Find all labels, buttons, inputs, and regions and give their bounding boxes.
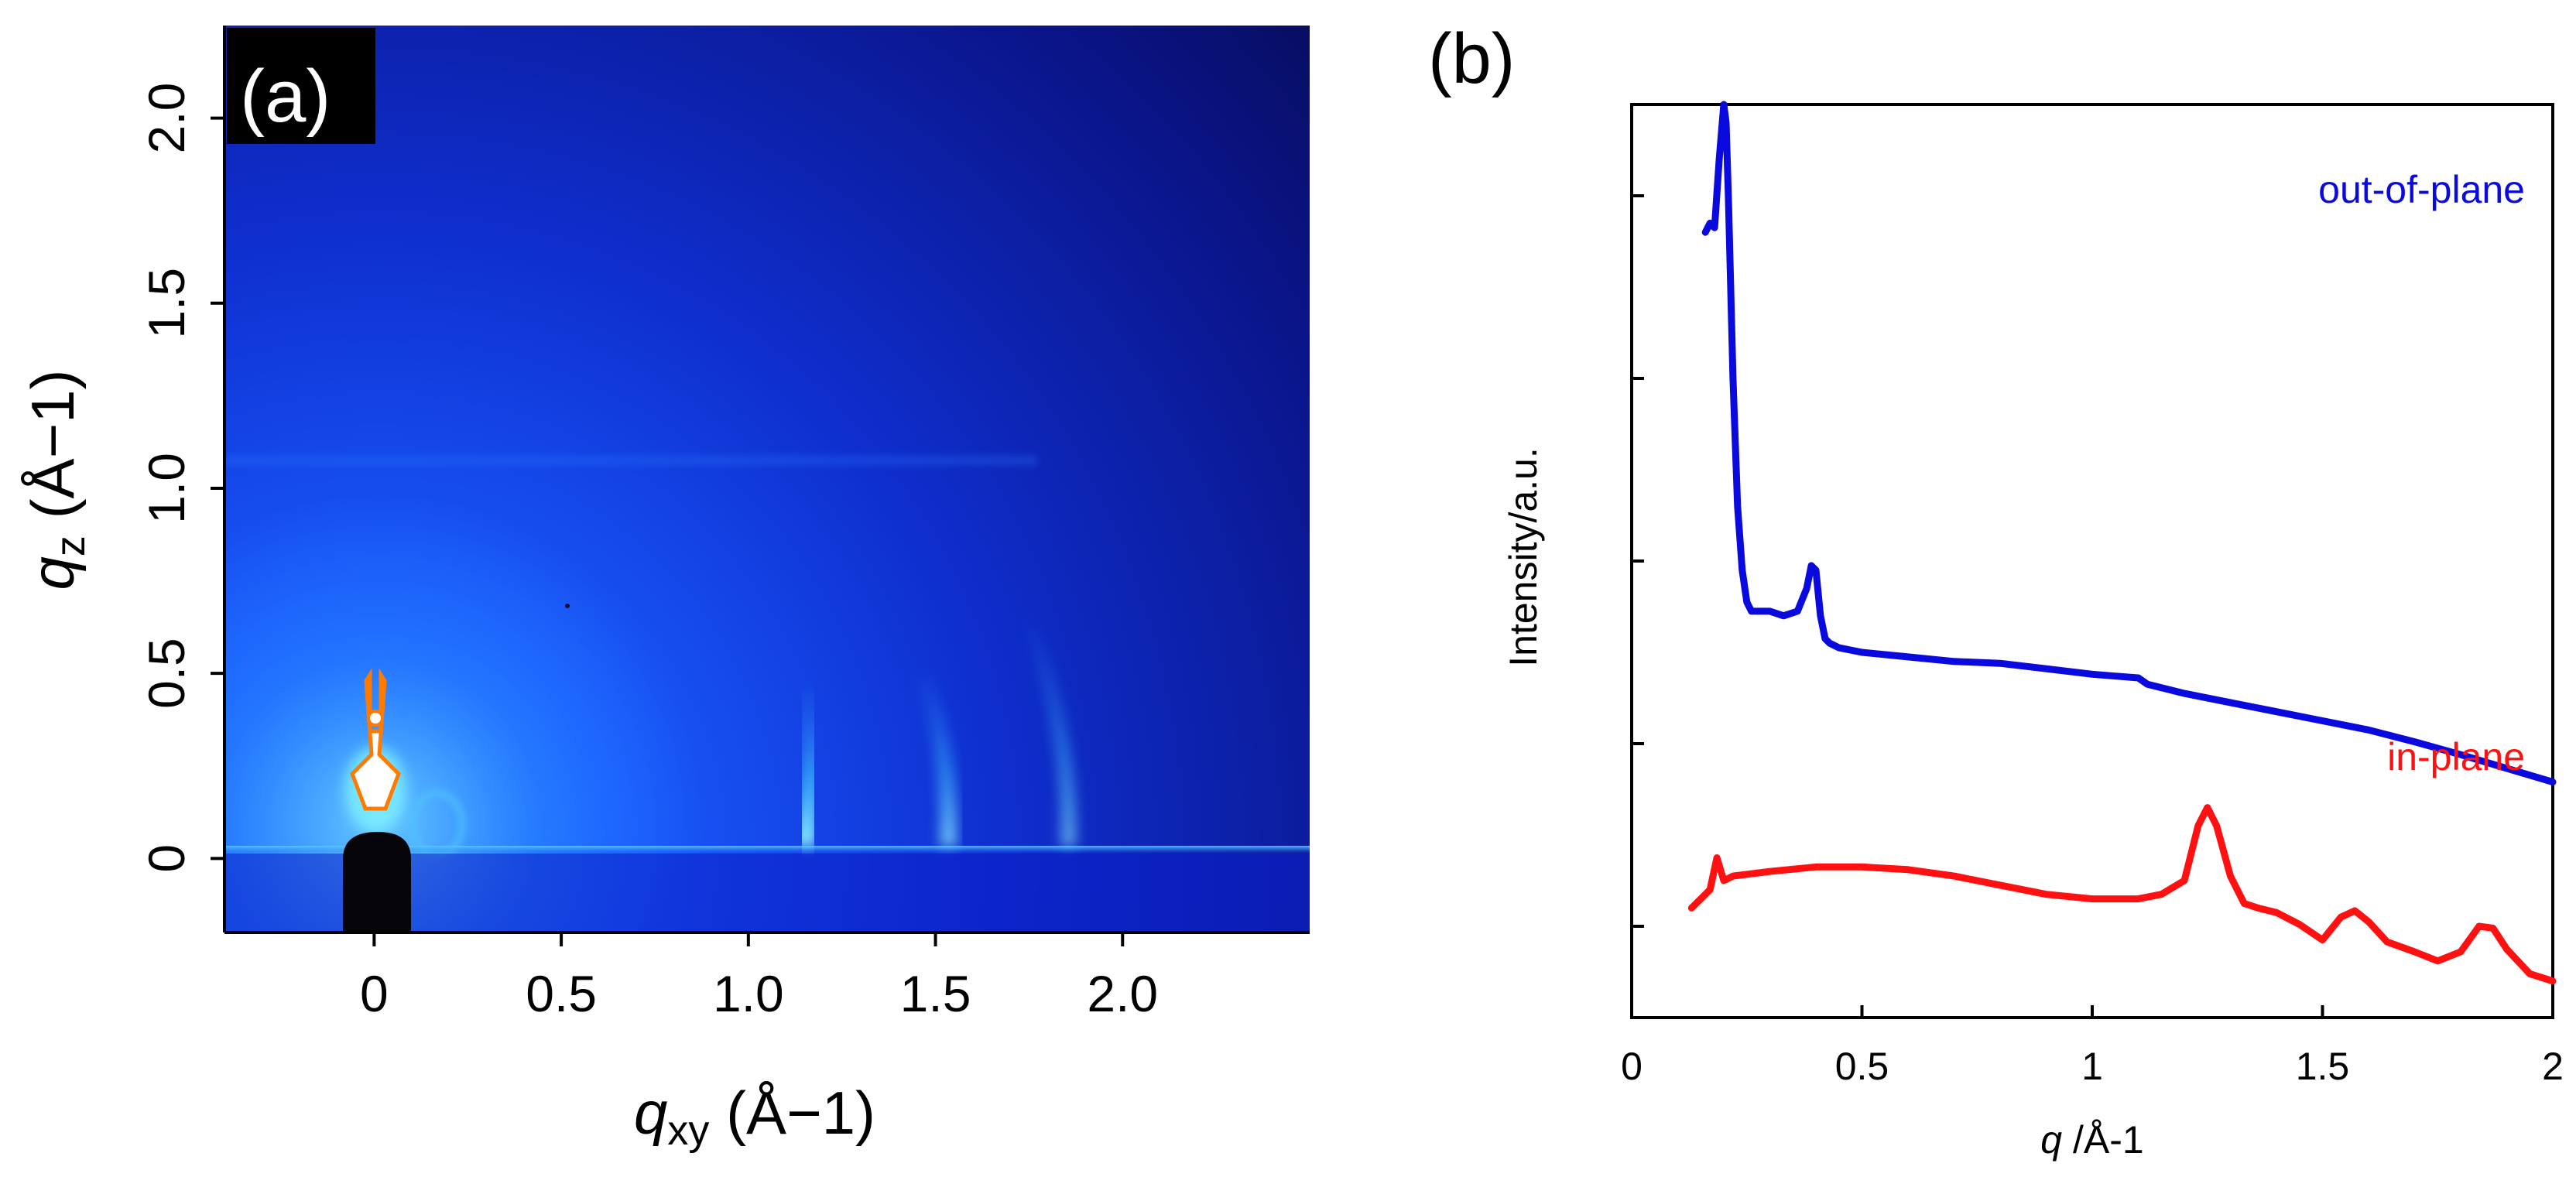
panel-a-label-box (227, 28, 375, 144)
a-y-tick-label: 1.5 (138, 268, 195, 339)
b-x-axis-label: q /Å-1 (2040, 1118, 2143, 1162)
b-x-tick-label: 2 (2542, 1045, 2564, 1088)
a-x-tick-label: 1.5 (900, 965, 971, 1022)
panel-a-giwaxs: (a) 0 0.5 1.0 1.5 2.0 0 0.5 1.0 1.5 2.0 qxy (Å−1) q… (19, 26, 1310, 1154)
a-y-tick-label: 0 (138, 844, 195, 873)
panel-b-line-profiles: (b) 0 0.5 1 1.5 2 q /Å-1 Intensity/a.u. out-of… (1428, 19, 2564, 1162)
giwaxs-image: (a) (224, 26, 1310, 932)
diffraction-arc-1 (794, 679, 822, 848)
panel-b-axes: 0 0.5 1 1.5 2 q /Å-1 Intensity/a.u. (1502, 194, 2564, 1162)
panel-b-frame (1630, 103, 2554, 1019)
b-y-axis-label: Intensity/a.u. (1502, 447, 1545, 667)
a-y-tick-label: 1.0 (138, 453, 195, 524)
b-x-tick-label: 0 (1621, 1045, 1643, 1088)
diffraction-arc-3 (1018, 608, 1077, 847)
dead-pixel (565, 604, 570, 608)
b-x-tick-label: 1 (2081, 1045, 2103, 1088)
panel-a-label: (a) (240, 55, 331, 138)
a-y-tick-label: 0.5 (138, 638, 195, 709)
lamellar-hotspot (350, 668, 401, 811)
horizontal-band (224, 455, 1037, 466)
legend-out-of-plane: out-of-plane (2318, 168, 2525, 211)
a-y-tick-label: 2.0 (138, 83, 195, 154)
series-line-out-of-plane (1701, 101, 2557, 786)
a-y-axis-label: qz (Å−1) (19, 370, 94, 590)
b-x-tick-label: 1.5 (2296, 1045, 2350, 1088)
legend-in-plane: in-plane (2387, 735, 2525, 778)
b-x-tick-label: 0.5 (1835, 1045, 1889, 1088)
second-order-spot (367, 710, 384, 727)
panel-b-series (1687, 101, 2557, 985)
a-x-tick-label: 0.5 (526, 965, 597, 1022)
horizon-line (224, 846, 1310, 854)
a-x-tick-label: 2.0 (1087, 965, 1158, 1022)
a-x-axis-label: qxy (Å−1) (634, 1079, 875, 1154)
panel-b-label: (b) (1428, 19, 1515, 98)
panel-a-axes: 0 0.5 1.0 1.5 2.0 0 0.5 1.0 1.5 2.0 qxy (Å−1) qz (Å… (19, 26, 1310, 1154)
diffraction-arc-2 (913, 662, 957, 847)
series-line-in-plane (1687, 804, 2557, 985)
a-x-tick-label: 0 (360, 965, 389, 1022)
a-x-tick-label: 1.0 (713, 965, 784, 1022)
beam-stop (343, 832, 411, 932)
